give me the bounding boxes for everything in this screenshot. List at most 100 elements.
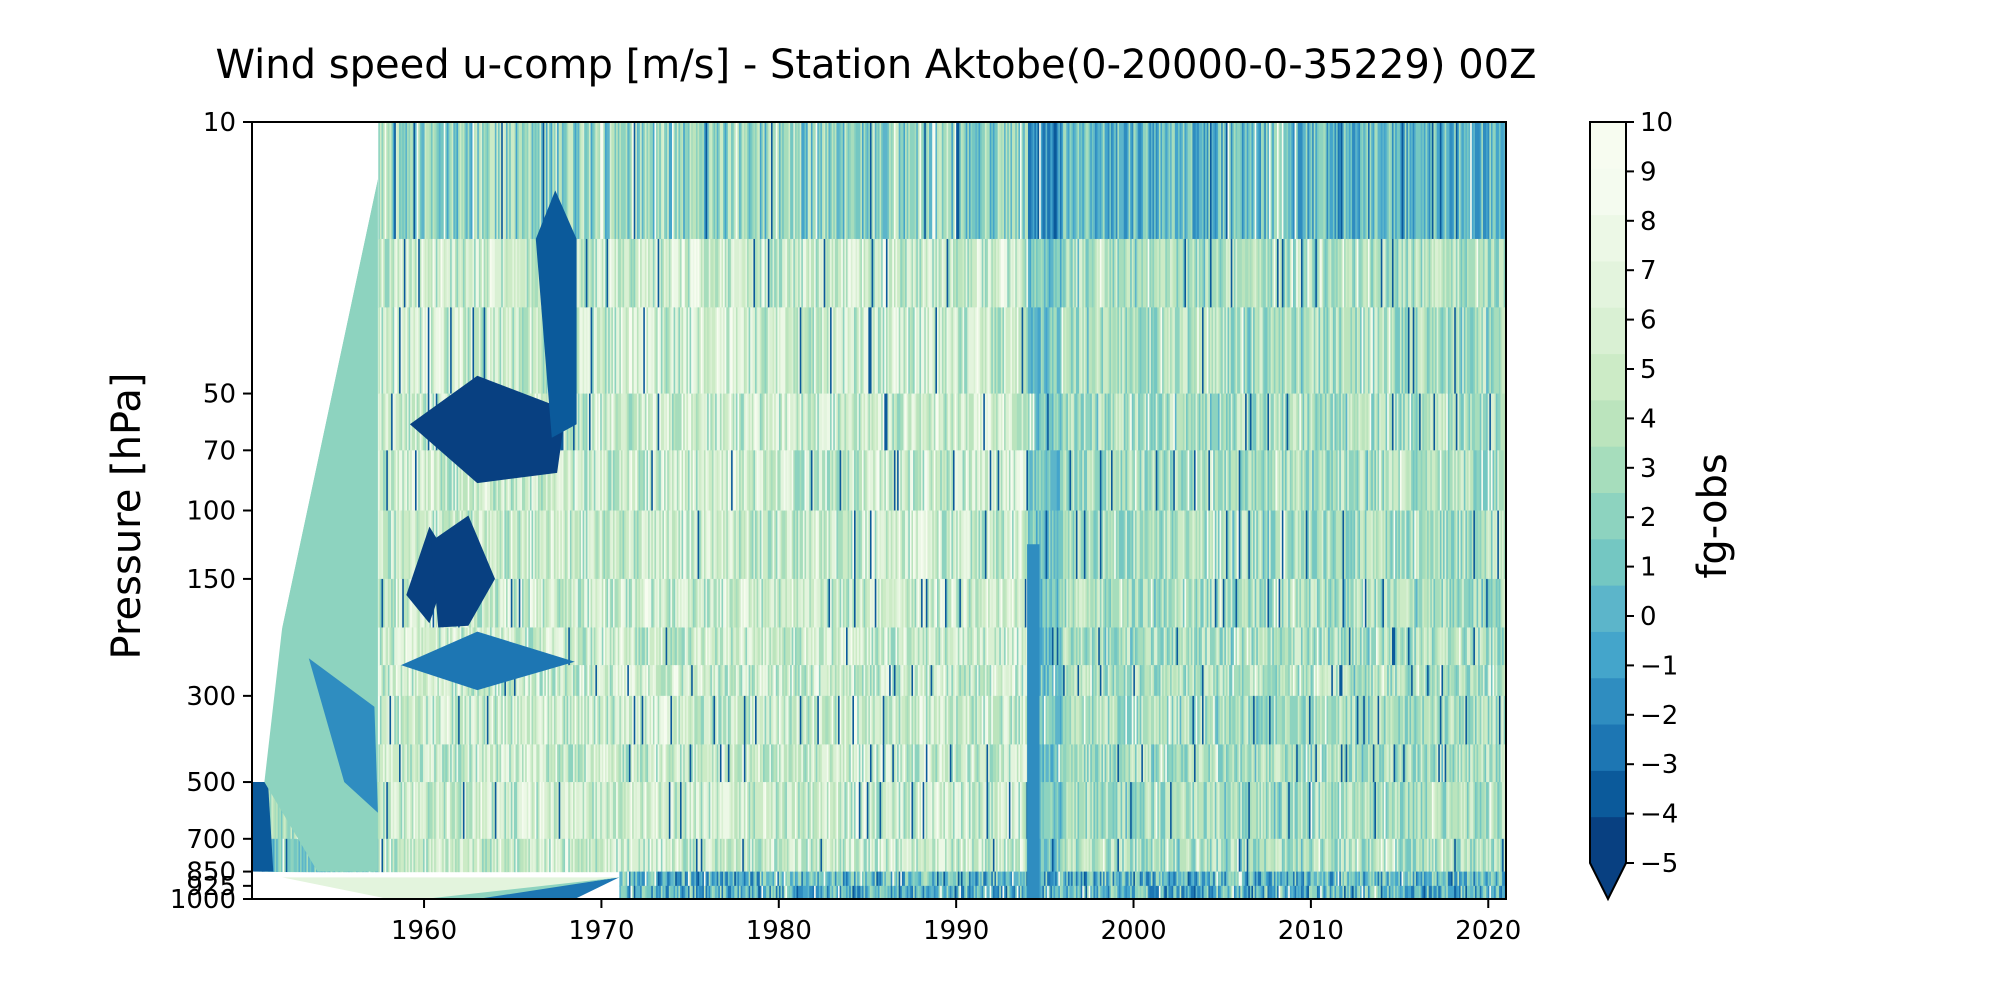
- data-cell: [777, 665, 780, 697]
- data-cell: [670, 782, 673, 840]
- data-cell: [727, 627, 730, 666]
- data-cell: [710, 744, 713, 783]
- data-cell: [702, 627, 705, 666]
- data-cell: [834, 627, 837, 666]
- data-cell: [863, 871, 866, 887]
- data-cell: [427, 627, 430, 666]
- data-cell: [624, 578, 627, 629]
- data-stripe: [876, 122, 879, 899]
- data-stripe: [584, 122, 587, 873]
- data-cell: [391, 307, 394, 395]
- data-cell: [807, 627, 810, 666]
- data-cell: [715, 450, 718, 512]
- data-cell: [825, 885, 828, 899]
- data-cell: [794, 885, 797, 899]
- data-cell: [624, 782, 627, 840]
- data-cell: [739, 393, 742, 451]
- data-stripe: [839, 122, 842, 899]
- data-cell: [386, 578, 389, 629]
- data-cell: [415, 510, 417, 580]
- data-cell: [477, 782, 480, 840]
- data-cell: [421, 665, 424, 697]
- data-cell: [785, 122, 788, 240]
- data-cell: [858, 578, 861, 629]
- data-cell: [846, 782, 849, 840]
- data-cell: [593, 838, 596, 873]
- data-cell: [708, 744, 711, 783]
- data-cell: [874, 782, 877, 840]
- data-cell: [300, 838, 303, 873]
- data-cell: [424, 122, 427, 240]
- data-cell: [416, 838, 419, 873]
- data-cell: [561, 122, 564, 240]
- data-cell: [587, 627, 590, 666]
- data-cell: [633, 695, 636, 745]
- data-cell: [826, 871, 829, 887]
- data-cell: [624, 627, 627, 666]
- data-cell: [513, 578, 516, 629]
- data-cell: [842, 744, 845, 783]
- data-cell: [758, 695, 761, 745]
- data-cell: [668, 578, 671, 629]
- data-stripe: [874, 122, 877, 899]
- data-cell: [646, 307, 649, 395]
- data-cell: [555, 510, 558, 580]
- data-cell: [802, 744, 805, 783]
- data-cell: [814, 307, 817, 395]
- data-cell: [877, 122, 880, 240]
- data-cell: [798, 307, 801, 395]
- data-cell: [801, 871, 804, 887]
- data-cell: [732, 744, 735, 783]
- data-cell: [549, 695, 552, 745]
- data-cell: [466, 838, 469, 873]
- data-cell: [871, 782, 874, 840]
- data-cell: [703, 510, 706, 580]
- data-cell: [737, 871, 740, 887]
- data-cell: [408, 393, 411, 451]
- data-cell: [853, 744, 856, 783]
- data-cell: [561, 578, 564, 629]
- data-cell: [582, 122, 585, 240]
- data-cell: [734, 578, 737, 629]
- data-cell: [643, 885, 646, 899]
- data-cell: [432, 307, 435, 395]
- data-cell: [387, 510, 390, 580]
- data-cell: [839, 838, 842, 873]
- data-cell: [593, 695, 596, 745]
- data-cell: [662, 122, 665, 240]
- data-cell: [858, 627, 861, 666]
- data-stripe: [782, 122, 785, 899]
- data-cell: [793, 450, 796, 512]
- data-cell: [646, 238, 649, 308]
- data-cell: [589, 627, 591, 666]
- data-cell: [573, 695, 576, 745]
- data-cell: [534, 510, 537, 580]
- data-cell: [421, 510, 424, 580]
- data-cell: [695, 578, 698, 629]
- data-cell: [498, 578, 501, 629]
- data-cell: [834, 122, 837, 240]
- data-cell: [528, 307, 531, 395]
- data-cell: [786, 307, 789, 395]
- data-cell: [563, 122, 566, 240]
- data-cell: [636, 744, 639, 783]
- data-cell: [791, 238, 794, 308]
- data-cell: [783, 665, 786, 697]
- data-cell: [526, 510, 529, 580]
- data-cell: [400, 307, 403, 395]
- data-cell: [448, 307, 451, 395]
- data-stripe: [636, 122, 639, 899]
- data-stripe: [882, 122, 885, 899]
- data-cell: [681, 665, 684, 697]
- data-cell: [794, 782, 797, 840]
- data-stripe: [737, 122, 740, 899]
- data-cell: [421, 238, 424, 308]
- data-cell: [729, 393, 732, 451]
- data-cell: [807, 695, 810, 745]
- data-cell: [767, 627, 770, 666]
- data-cell: [453, 307, 456, 395]
- data-cell: [782, 510, 785, 580]
- data-cell: [716, 838, 719, 873]
- data-cell: [458, 695, 461, 745]
- data-cell: [778, 871, 781, 887]
